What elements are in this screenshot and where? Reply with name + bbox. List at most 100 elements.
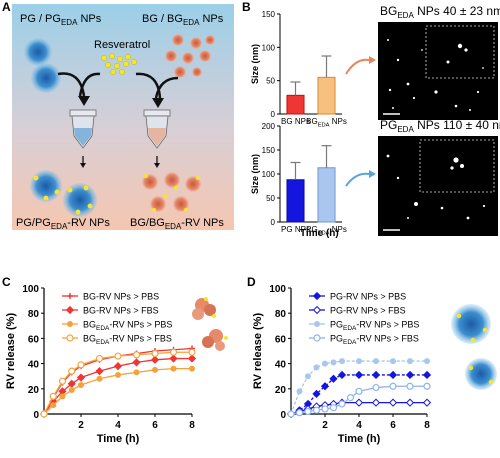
pg-eda-micrograph <box>378 136 498 236</box>
y-tick-label: 20 <box>275 385 287 396</box>
down-arrows <box>82 156 158 164</box>
data-point <box>187 354 197 363</box>
data-point <box>314 321 320 327</box>
y-tick-label: 60 <box>28 334 40 345</box>
data-point <box>355 387 363 395</box>
panel-d-letter: D <box>247 275 256 289</box>
data-point <box>338 400 346 408</box>
bg-rv-nps-label: BG/BGEDA-RV NPs <box>130 217 224 231</box>
y-tick-label: 0 <box>33 410 39 421</box>
data-point <box>313 364 320 371</box>
bg-np-illustration <box>192 297 228 351</box>
data-point <box>371 398 381 407</box>
resveratrol-label: Resveratrol <box>94 39 150 51</box>
data-point <box>313 334 321 342</box>
category-label: PGEDA NPs <box>306 225 347 237</box>
arrow-to-pg-micrograph <box>345 172 370 187</box>
data-point <box>49 392 57 400</box>
data-point <box>68 367 76 375</box>
legend-label: BGEDA-RV NPs > PBS <box>83 320 172 333</box>
data-point <box>422 370 432 380</box>
data-point <box>320 382 330 391</box>
data-point <box>329 404 338 412</box>
data-point <box>406 382 414 390</box>
y-tick-label: 20 <box>28 385 40 396</box>
data-point <box>132 351 141 359</box>
x-tick-label: 4 <box>115 420 121 431</box>
panel-d-figure: D 0 20 40 60 80 100 2 4 6 8 Time (h) RV release (%)… <box>247 275 497 445</box>
legend-label: PG-RV NPs > FBS <box>330 306 406 316</box>
bg-nanoparticles <box>165 34 215 78</box>
category-label: BGEDA NPs <box>306 117 347 129</box>
resveratrol-dots <box>101 53 137 75</box>
data-point <box>151 349 159 358</box>
bg-eda-micrograph-label: BGEDA NPs 40 ± 23 nm <box>380 4 500 20</box>
data-point <box>371 370 381 380</box>
legend-label: BG-RV NPs > PBS <box>83 292 159 302</box>
pg-np-illustration <box>451 304 497 390</box>
y-tick-label: 100 <box>22 284 39 295</box>
data-point <box>390 358 396 365</box>
y-tick-label: 100 <box>262 43 276 52</box>
y-tick-label: 200 <box>262 122 276 131</box>
y-tick-label: 40 <box>275 360 287 371</box>
x-tick-label: 4 <box>356 420 362 431</box>
y-tick-label: 0 <box>271 110 276 119</box>
rv-release-chart-pg: 0 20 40 60 80 100 2 4 6 8 Time (h) RV release (%) PG… <box>252 284 432 445</box>
x-tick-label: 8 <box>189 420 195 431</box>
data-point <box>389 382 397 390</box>
data-point <box>115 371 121 378</box>
data-point <box>356 358 362 365</box>
data-point <box>321 405 329 413</box>
data-point <box>188 348 196 356</box>
bar <box>286 179 305 223</box>
pg-eda-micrograph-label: PGEDA NPs 110 ± 40 nm <box>380 118 500 134</box>
data-point <box>322 360 328 367</box>
legend-label: PGEDA-RV NPs > FBS <box>330 334 419 347</box>
data-point <box>189 365 195 372</box>
data-point <box>388 370 398 380</box>
y-tick-label: 50 <box>266 194 275 203</box>
series-line <box>290 374 427 415</box>
x-tick-label: 6 <box>390 420 396 431</box>
data-point <box>170 365 177 372</box>
pg-nanoparticles <box>24 38 61 93</box>
y-tick-label: 80 <box>275 309 287 320</box>
data-point <box>424 358 430 365</box>
data-point <box>312 389 321 398</box>
arrow-to-bg-micrograph <box>345 58 370 75</box>
data-point <box>373 358 379 365</box>
y-axis-label: RV release (%) <box>5 313 17 390</box>
y-tick-label: 80 <box>28 309 40 320</box>
data-point <box>133 369 140 376</box>
bg-rv-nanoparticles <box>142 172 201 212</box>
data-point <box>40 410 48 418</box>
panel-b: B 0 50 100 150 Size (nm) BG NPs BGEDA NPs 0 50 1… <box>238 0 500 240</box>
data-point <box>405 370 415 380</box>
data-point <box>152 366 158 373</box>
data-point <box>66 334 74 342</box>
data-point <box>132 358 141 367</box>
panel-c: C 0 20 40 60 80 100 2 4 6 8 Time (h) RV release (%)… <box>0 272 240 453</box>
panel-a-illustration: A PG / PGEDA NPs BG / BGEDA NPs Resverat… <box>2 0 234 231</box>
data-point <box>96 375 103 382</box>
data-point <box>304 407 312 416</box>
x-tick-label: 6 <box>152 420 158 431</box>
y-tick-label: 150 <box>262 146 276 155</box>
x-axis-label: Time (h) <box>338 433 381 445</box>
panel-d: D 0 20 40 60 80 100 2 4 6 8 Time (h) RV release (%)… <box>245 272 500 453</box>
series-line <box>290 360 427 415</box>
data-point <box>407 358 413 365</box>
x-tick-label: 2 <box>78 420 84 431</box>
series-line <box>43 351 192 415</box>
bar <box>286 94 305 115</box>
y-axis-label: Size (nm) <box>250 154 260 194</box>
data-point <box>169 348 178 356</box>
data-point <box>312 305 322 315</box>
bg-eda-micrograph <box>378 22 498 120</box>
legend-label: PGEDA-RV NPs > PBS <box>330 320 419 333</box>
panel-c-figure: C 0 20 40 60 80 100 2 4 6 8 Time (h) RV release (%)… <box>2 275 228 445</box>
x-tick-label: 2 <box>322 420 328 431</box>
